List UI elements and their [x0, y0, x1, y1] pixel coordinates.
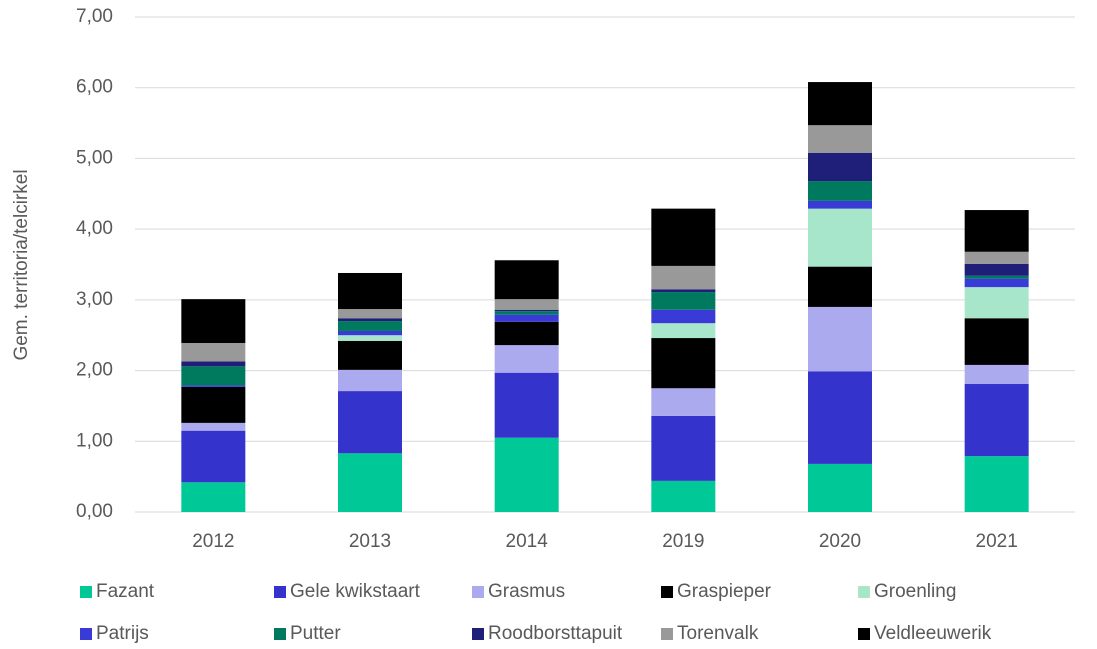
bar-segment	[964, 456, 1029, 512]
bar-segment	[964, 364, 1029, 385]
bar-segment	[808, 371, 872, 464]
bar-segment	[651, 265, 716, 290]
bar-segment	[494, 321, 559, 346]
bar-segment	[964, 384, 1029, 457]
bar-segment	[964, 287, 1029, 319]
y-tick-label: 4,00	[76, 218, 113, 239]
bar-segment	[338, 340, 402, 370]
bar-segment	[964, 251, 1029, 264]
bar-segment	[808, 208, 872, 267]
bar-segment	[651, 208, 716, 266]
bar-segment	[651, 415, 716, 481]
legend-label: Gele kwikstaart	[290, 581, 421, 602]
bar-segment	[181, 366, 246, 386]
y-tick-label: 6,00	[76, 77, 113, 98]
legend-swatch	[472, 586, 484, 598]
bar-segment	[808, 82, 872, 126]
bar-segment	[338, 318, 402, 322]
bar-segment	[808, 306, 872, 372]
bar-segment	[651, 388, 716, 416]
x-tick-label: 2013	[349, 531, 391, 552]
bar-segment	[338, 335, 402, 341]
bar-segment	[494, 299, 559, 310]
bar-segment	[651, 480, 716, 512]
bar-segment	[494, 314, 559, 322]
x-tick-label: 2019	[662, 531, 704, 552]
bar-segment	[808, 463, 872, 512]
bar-segment	[651, 323, 716, 339]
bar-segment	[181, 482, 246, 512]
legend-label: Grasmus	[488, 581, 565, 602]
legend-swatch	[858, 628, 870, 640]
legend-swatch	[80, 628, 92, 640]
bar-segment	[494, 345, 559, 373]
bar-segment	[181, 361, 246, 367]
x-tick-label: 2021	[976, 531, 1018, 552]
bar-segment	[494, 311, 559, 315]
legend-swatch	[661, 586, 673, 598]
legend-swatch	[274, 586, 286, 598]
y-axis-title: Gem. territoria/telcirkel	[11, 169, 32, 360]
y-tick-label: 1,00	[76, 430, 113, 451]
y-tick-label: 0,00	[76, 501, 113, 522]
bar-segment	[808, 181, 872, 201]
legend-label: Groenling	[874, 581, 956, 602]
bar-segment	[964, 318, 1029, 365]
bar-segment	[338, 330, 402, 336]
legend-label: Fazant	[96, 581, 155, 602]
legend-swatch	[858, 586, 870, 598]
bar-segment	[494, 437, 559, 512]
legend-swatch	[472, 628, 484, 640]
bar-segment	[651, 338, 716, 389]
legend-label: Torenvalk	[677, 623, 759, 644]
legend-label: Putter	[290, 623, 341, 644]
bar-segment	[338, 309, 402, 319]
bar-segment	[494, 309, 559, 312]
legend-swatch	[661, 628, 673, 640]
bar-segment	[808, 266, 872, 307]
bar-segment	[808, 125, 872, 153]
y-tick-label: 5,00	[76, 147, 113, 168]
bar-segment	[338, 453, 402, 512]
bar-segment	[808, 200, 872, 209]
bar-segment	[964, 278, 1029, 288]
bar-segment	[181, 422, 246, 431]
bar-segment	[181, 342, 246, 362]
legend-label: Patrijs	[96, 623, 149, 644]
x-tick-label: 2014	[506, 531, 549, 552]
y-tick-label: 2,00	[76, 360, 113, 381]
legend-label: Veldleeuwerik	[874, 623, 992, 644]
bar-segment	[181, 386, 246, 423]
bar-segment	[494, 372, 559, 438]
bar-segment	[651, 292, 716, 310]
x-tick-label: 2012	[192, 531, 234, 552]
legend-swatch	[274, 628, 286, 640]
bar-segment	[181, 430, 246, 483]
bar-segment	[338, 369, 402, 392]
bar-segment	[808, 152, 872, 182]
legend-label: Graspieper	[677, 581, 772, 602]
bar-segment	[338, 321, 402, 331]
bar-segment	[651, 289, 716, 293]
bar-segment	[964, 263, 1029, 276]
bar-segment	[181, 299, 246, 343]
legend-swatch	[80, 586, 92, 598]
bar-segment	[338, 272, 402, 310]
legend-label: Roodborsttapuit	[488, 623, 623, 644]
bar-segment	[338, 391, 402, 454]
x-tick-label: 2020	[819, 531, 861, 552]
bar-segment	[651, 309, 716, 324]
bar-segment	[964, 275, 1029, 279]
bar-segment	[494, 260, 559, 300]
y-tick-label: 3,00	[76, 289, 113, 310]
y-tick-label: 7,00	[76, 6, 113, 27]
bar-segment	[181, 385, 246, 387]
bar-segment	[964, 210, 1029, 252]
